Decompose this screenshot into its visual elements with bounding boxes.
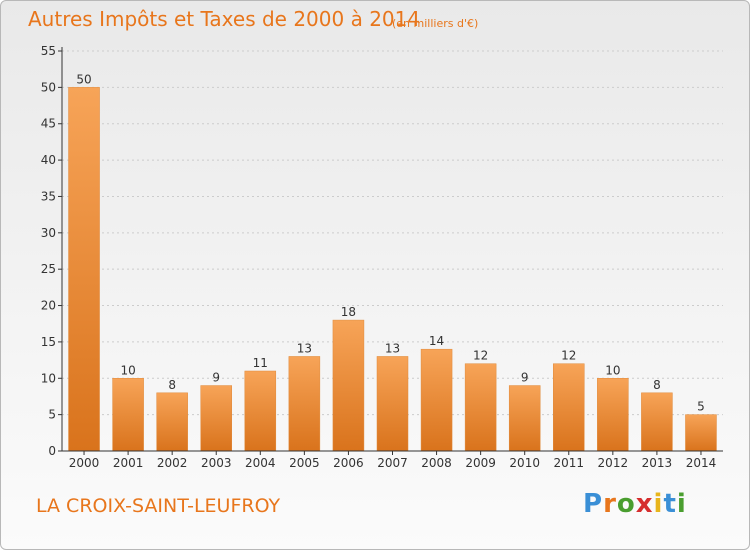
x-tick-label: 2013 — [642, 456, 673, 470]
x-tick-label: 2005 — [289, 456, 320, 470]
bar-value-label: 12 — [473, 349, 488, 363]
x-tick-label: 2000 — [69, 456, 100, 470]
brand-logo: Proxiti — [583, 489, 687, 519]
bar-value-label: 8 — [168, 378, 176, 392]
bar-value-label: 18 — [341, 305, 356, 319]
bar — [508, 385, 541, 452]
x-tick-label: 2010 — [509, 456, 540, 470]
x-tick-label: 2014 — [686, 456, 717, 470]
y-tick-label: 20 — [41, 299, 56, 313]
bar-value-label: 13 — [297, 341, 312, 355]
brand-logo-letter: i — [653, 489, 664, 519]
y-tick-label: 0 — [48, 444, 56, 458]
x-tick-label: 2002 — [157, 456, 188, 470]
y-tick-label: 30 — [41, 226, 56, 240]
y-tick-label: 10 — [41, 371, 56, 385]
y-tick-label: 40 — [41, 153, 56, 167]
y-tick-label: 45 — [41, 117, 56, 131]
bar-value-label: 13 — [385, 341, 400, 355]
y-tick-label: 55 — [41, 44, 56, 58]
x-tick-label: 2006 — [333, 456, 364, 470]
brand-logo-letter: x — [635, 489, 654, 519]
x-tick-label: 2012 — [598, 456, 629, 470]
bar — [200, 385, 232, 452]
bar — [597, 378, 629, 452]
bar-value-label: 10 — [120, 363, 135, 377]
bar-value-label: 50 — [76, 72, 91, 86]
bar-value-label: 5 — [697, 400, 705, 414]
bar-value-label: 11 — [253, 356, 268, 370]
bar-value-label: 9 — [212, 371, 220, 385]
bar — [376, 356, 409, 452]
y-tick-label: 5 — [48, 408, 56, 422]
x-tick-label: 2003 — [201, 456, 232, 470]
chart-title: Autres Impôts et Taxes de 2000 à 2014 — [28, 7, 421, 31]
bar — [288, 356, 321, 452]
bar — [553, 363, 585, 452]
bar-value-label: 8 — [653, 378, 661, 392]
bar — [244, 370, 277, 452]
axes — [58, 47, 723, 455]
brand-logo-letter: r — [603, 489, 617, 519]
bar — [112, 378, 144, 452]
bar-value-label: 9 — [521, 371, 529, 385]
bar-value-label: 10 — [605, 363, 620, 377]
x-tick-label: 2009 — [465, 456, 496, 470]
brand-logo-letter: i — [676, 489, 687, 519]
y-tick-label: 15 — [41, 335, 56, 349]
x-tick-label: 2007 — [377, 456, 408, 470]
bars — [68, 87, 717, 452]
bar — [641, 392, 673, 452]
brand-logo-letter: t — [663, 489, 677, 519]
bar — [156, 392, 188, 452]
bar — [685, 414, 717, 452]
brand-logo-letter: o — [616, 489, 636, 519]
labels: 0 5 10 15 20 25 30 35 40 45 50 55 50 2000 10 2001 8 2002 9… — [41, 44, 717, 470]
x-tick-label: 2011 — [553, 456, 584, 470]
bar — [464, 363, 497, 452]
x-tick-label: 2004 — [245, 456, 276, 470]
bar — [68, 87, 100, 452]
y-tick-label: 25 — [41, 262, 56, 276]
bar — [420, 348, 453, 452]
x-tick-label: 2008 — [421, 456, 452, 470]
bar-value-label: 14 — [429, 334, 444, 348]
bar-value-label: 12 — [561, 349, 576, 363]
x-tick-label: 2001 — [113, 456, 144, 470]
y-tick-label: 35 — [41, 189, 56, 203]
commune-name: LA CROIX-SAINT-LEUFROY — [36, 495, 281, 517]
brand-logo-letter: P — [583, 489, 604, 519]
chart-subtitle: (en milliers d'€) — [392, 17, 479, 30]
bar — [332, 319, 365, 452]
y-tick-label: 50 — [41, 80, 56, 94]
